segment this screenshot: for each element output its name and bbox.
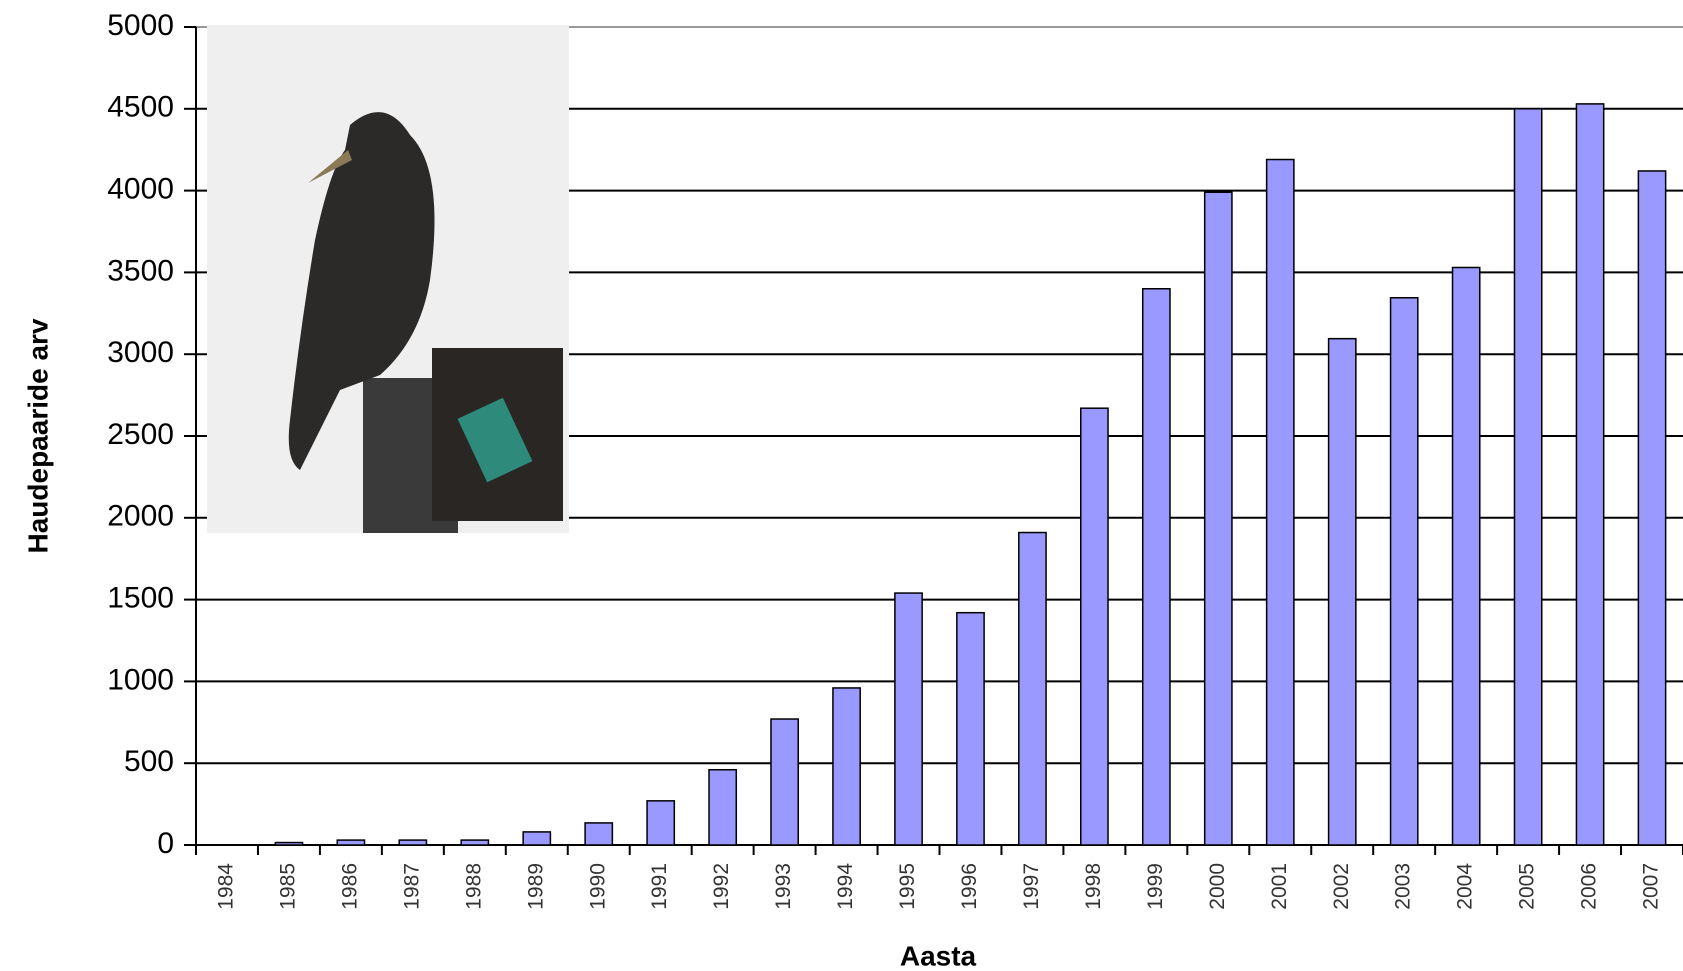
y-tick-label: 500 (124, 745, 174, 778)
y-tick-label: 2500 (107, 418, 174, 451)
bar (833, 688, 860, 845)
y-tick-label: 5000 (107, 9, 174, 42)
bar (337, 840, 364, 845)
y-tick-label: 3500 (107, 254, 174, 287)
photo (207, 25, 569, 533)
x-tick-label: 1987 (400, 863, 423, 910)
x-tick-label: 1986 (338, 863, 361, 910)
x-tick-label: 1990 (586, 863, 609, 910)
x-tick-label: 1994 (834, 863, 857, 910)
x-tick-label: 1991 (648, 863, 671, 910)
x-tick-label: 1988 (462, 863, 485, 910)
x-tick-label: 1989 (524, 863, 547, 910)
bar (399, 840, 426, 845)
bar (1143, 289, 1170, 845)
chart: 0 500 1000 1500 2000 2500 3000 3500 4000 4500 5000… (0, 0, 1683, 971)
y-tick-label: 4500 (107, 91, 174, 124)
x-tick-label: 2006 (1578, 863, 1601, 910)
bar (1453, 267, 1480, 845)
y-tick-label: 2000 (107, 500, 174, 533)
y-tick-label: 1000 (107, 663, 174, 696)
bar (1267, 160, 1294, 845)
x-tick-label: 2002 (1330, 863, 1353, 910)
y-tick-label: 4000 (107, 173, 174, 206)
x-tick-label: 1995 (896, 863, 919, 910)
bar (461, 840, 488, 845)
y-axis-title: Haudepaaride arv (22, 318, 53, 553)
y-tick-label: 0 (157, 827, 174, 860)
x-tick-label: 2007 (1640, 863, 1663, 910)
x-tick-label: 1993 (772, 863, 795, 910)
bar (523, 832, 550, 845)
y-tick-label: 3000 (107, 336, 174, 369)
bar (1205, 192, 1232, 845)
x-tick-label: 1997 (1020, 863, 1043, 910)
y-tick-label: 1500 (107, 582, 174, 615)
bar (585, 823, 612, 845)
bar (1081, 408, 1108, 845)
bar (1329, 339, 1356, 845)
bar (957, 613, 984, 845)
bar (895, 593, 922, 845)
x-tick-label: 2005 (1516, 863, 1539, 910)
bar (709, 770, 736, 845)
x-tick-label: 1984 (215, 863, 238, 910)
page: 0 500 1000 1500 2000 2500 3000 3500 4000 4500 5000… (0, 0, 1683, 971)
bar (771, 719, 798, 845)
bar (1514, 109, 1541, 845)
x-tick-label: 2004 (1454, 863, 1477, 910)
x-tick-label: 1996 (958, 863, 981, 910)
bar (275, 843, 302, 845)
x-tick-label: 1999 (1144, 863, 1167, 910)
x-tick-label: 1985 (276, 863, 299, 910)
bar (1019, 533, 1046, 845)
bar (647, 801, 674, 845)
bar (1638, 171, 1665, 845)
x-tick-label: 2003 (1392, 863, 1415, 910)
x-tick-label: 1998 (1082, 863, 1105, 910)
x-tick-label: 2001 (1268, 863, 1291, 910)
bar (1391, 298, 1418, 845)
x-tick-label: 1992 (710, 863, 733, 910)
x-axis-title: Aasta (900, 940, 977, 971)
bar (1576, 104, 1603, 845)
x-tick-label: 2000 (1206, 863, 1229, 910)
